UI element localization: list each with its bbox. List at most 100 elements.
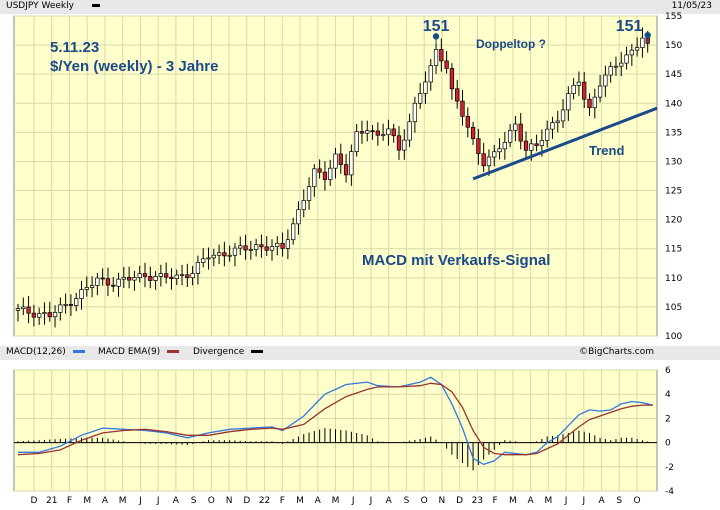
candle-body [121,276,126,280]
candle-body [576,81,582,86]
x-tick-label: O [208,496,215,506]
divergence-label: Divergence [193,347,264,357]
candle-body [333,153,338,169]
candle [269,239,275,261]
x-tick-label: M [544,496,552,506]
candle [153,271,158,290]
x-tick-label: S [191,496,197,506]
x-tick-label: J [581,496,585,506]
candle [582,71,587,109]
candle-body [412,102,418,123]
candle-body [222,252,227,257]
candle-body [634,47,640,51]
date-label: 11/05/23 [671,1,712,11]
candle [365,120,370,142]
x-tick-label: M [509,496,517,506]
candle [185,263,190,287]
candle [370,124,375,140]
top-header: USDJPY Weekly 11/05/23 [0,0,720,14]
candle [322,161,328,191]
candle-body [21,306,26,310]
candle-body [407,121,412,141]
candle-body [513,123,518,131]
price-tick-label: 150 [665,41,682,51]
x-tick-label: A [102,496,109,506]
x-tick-label: J [564,496,568,506]
candle-body [539,140,545,146]
trend-line [472,106,658,181]
x-tick-label: O [633,496,640,506]
candle-body [386,128,391,136]
candle-body [312,168,317,187]
candle-body [391,128,396,137]
candle [201,248,206,268]
candle-body [306,186,312,201]
candle-body [89,285,95,288]
candle-body [603,74,608,87]
candle-body [95,277,100,286]
candle [222,241,227,267]
candle-body [259,244,264,248]
candle-body [444,60,449,69]
macd-tick-label: -4 [665,487,674,497]
x-tick-label: A [315,496,322,506]
macd-ema-label: MACD EMA(9) [98,347,180,357]
candle-body [507,130,513,143]
candle-body [280,242,285,249]
candle [497,138,502,160]
candle-body [31,312,37,318]
x-tick-label: A [528,496,535,506]
candle [301,189,306,218]
candle [179,264,185,286]
candle [126,266,132,289]
candle-body [206,257,211,260]
candle-body [190,273,195,279]
candle-body [597,85,603,98]
candle-body [380,134,386,137]
peak-mark-dot [644,32,651,39]
candle [402,129,407,160]
candle-body [195,262,201,274]
macd-swatch [72,350,85,353]
x-tick-label: A [173,496,180,506]
candle-body [439,49,444,62]
x-tick-label: F [67,496,72,506]
candle-body [116,278,121,287]
candle [634,37,640,57]
annotation-trend: Trend [589,143,624,158]
candle-body [550,122,555,130]
candle-body [63,303,68,306]
candle-body [26,306,31,314]
candle-body [164,273,169,278]
candle-body [449,68,455,90]
candle-body [428,65,433,83]
candle [534,134,539,152]
price-tick-label: 100 [665,332,682,342]
price-tick-label: 155 [665,12,682,22]
candle [253,238,259,257]
candle-body [375,130,380,136]
candle-body [587,98,592,109]
candle-body [291,223,296,241]
candle [460,90,465,126]
candle [275,236,280,256]
candle-body [560,109,566,122]
candle-body [264,246,269,251]
candle [550,116,555,139]
annotation-peak1: 151 [423,18,450,35]
candle-body [529,143,534,151]
candle [264,236,269,256]
price-tick-label: 115 [665,245,682,255]
candle-body [523,140,529,151]
candle [21,297,26,316]
candle [603,65,608,97]
macd-series-line [17,382,653,456]
candle-body [343,164,349,176]
candle-body [365,130,370,134]
candle [412,96,418,133]
candle-body [396,135,402,151]
candle-body [470,126,476,140]
candle-body [111,284,116,287]
candle [640,27,645,58]
candle-body [481,153,486,167]
